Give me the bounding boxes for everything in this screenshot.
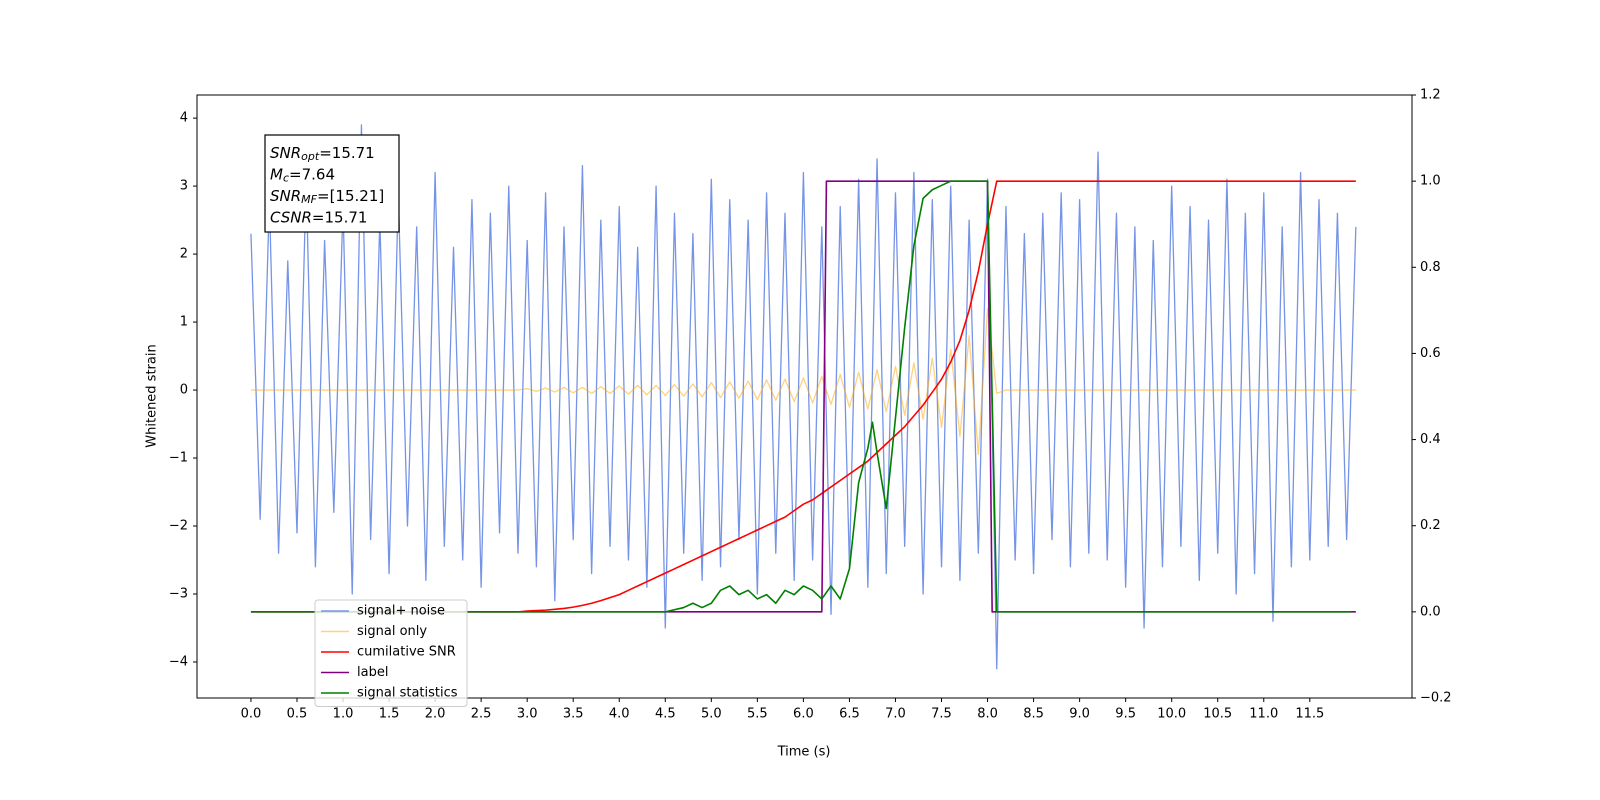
x-tick-label: 11.0 <box>1249 707 1278 722</box>
annotation-value: =15.71 <box>312 208 368 226</box>
y-tick-label: −3 <box>169 586 188 601</box>
series-line <box>250 180 1352 613</box>
legend-label: signal+ noise <box>357 604 445 619</box>
y2-tick-label: 0.0 <box>1420 604 1441 619</box>
annotation-value: =[15.21] <box>317 187 384 205</box>
y-tick-label: 2 <box>180 247 188 262</box>
x-tick-label: 0.0 <box>241 707 262 722</box>
y2-tick-label: 1.2 <box>1420 88 1441 103</box>
annotation-line: SNRopt=15.71 <box>270 144 375 164</box>
x-tick-label: 4.0 <box>609 707 630 722</box>
y2-tick-label: 0.6 <box>1420 346 1441 361</box>
x-tick-label: 8.0 <box>977 707 998 722</box>
x-tick-label: 5.0 <box>701 707 722 722</box>
y-tick-label: 4 <box>180 111 188 126</box>
y2-tick-label: 0.8 <box>1420 260 1441 275</box>
y-tick-label: −2 <box>169 519 188 534</box>
x-axis-label: Time (s) <box>777 745 831 760</box>
annotation-value: =7.64 <box>289 165 335 183</box>
x-tick-label: 9.5 <box>1115 707 1136 722</box>
annotation-subscript: MF <box>301 193 317 206</box>
x-tick-label: 8.5 <box>1023 707 1044 722</box>
y-tick-label: 0 <box>180 383 188 398</box>
x-tick-label: 9.0 <box>1069 707 1090 722</box>
y2-tick-label: 0.2 <box>1420 518 1441 533</box>
x-tick-label: 10.0 <box>1157 707 1186 722</box>
x-tick-label: 3.5 <box>563 707 584 722</box>
y2-tick-label: 1.0 <box>1420 174 1441 189</box>
x-tick-label: 2.0 <box>425 707 446 722</box>
annotation-box <box>264 134 400 233</box>
y2-tick-label: 0.4 <box>1420 432 1441 447</box>
x-tick-label: 1.5 <box>379 707 400 722</box>
x-tick-label: 0.5 <box>287 707 308 722</box>
x-tick-label: 7.0 <box>885 707 906 722</box>
series-line <box>250 307 1356 456</box>
x-tick-label: 2.5 <box>471 707 492 722</box>
annotation: SNRopt=15.71Mc=7.64SNRMF=[15.21]CSNR=15.… <box>264 134 400 233</box>
annotation-symbol: SNR <box>270 187 301 205</box>
annotation-symbol: SNR <box>270 144 301 162</box>
x-tick-label: 7.5 <box>931 707 952 722</box>
x-tick-label: 4.5 <box>655 707 676 722</box>
annotation-value: =15.71 <box>319 144 375 162</box>
annotation-symbol: CSNR <box>270 208 312 226</box>
y2-tick-label: −0.2 <box>1420 691 1452 706</box>
annotation-line: SNRMF=[15.21] <box>270 187 384 207</box>
x-tick-label: 1.0 <box>333 707 354 722</box>
annotation-subscript: c <box>283 172 289 185</box>
x-tick-label: 10.5 <box>1203 707 1232 722</box>
y-axis-label: Whitened strain <box>145 344 160 447</box>
y-tick-label: −1 <box>169 451 188 466</box>
legend-label: label <box>357 665 388 680</box>
annotation-symbol: M <box>270 165 283 183</box>
y-tick-label: −4 <box>169 654 188 669</box>
legend-label: signal only <box>357 624 427 639</box>
annotation-line: CSNR=15.71 <box>270 208 367 226</box>
x-tick-label: 6.5 <box>839 707 860 722</box>
y-tick-label: 3 <box>180 179 188 194</box>
legend-label: cumilative SNR <box>357 645 456 660</box>
legend-box <box>314 599 468 707</box>
x-tick-label: 11.5 <box>1295 707 1324 722</box>
legend: signal+ noise signal only cumilative SNR la… <box>314 599 468 707</box>
axes-frame <box>196 94 1413 699</box>
series-line <box>250 124 1357 670</box>
x-tick-label: 5.5 <box>747 707 768 722</box>
annotation-subscript: opt <box>301 150 320 163</box>
legend-label: signal statistics <box>357 686 458 701</box>
y-tick-label: 1 <box>180 315 188 330</box>
x-tick-label: 6.0 <box>793 707 814 722</box>
annotation-line: Mc=7.64 <box>270 165 335 185</box>
x-tick-label: 3.0 <box>517 707 538 722</box>
